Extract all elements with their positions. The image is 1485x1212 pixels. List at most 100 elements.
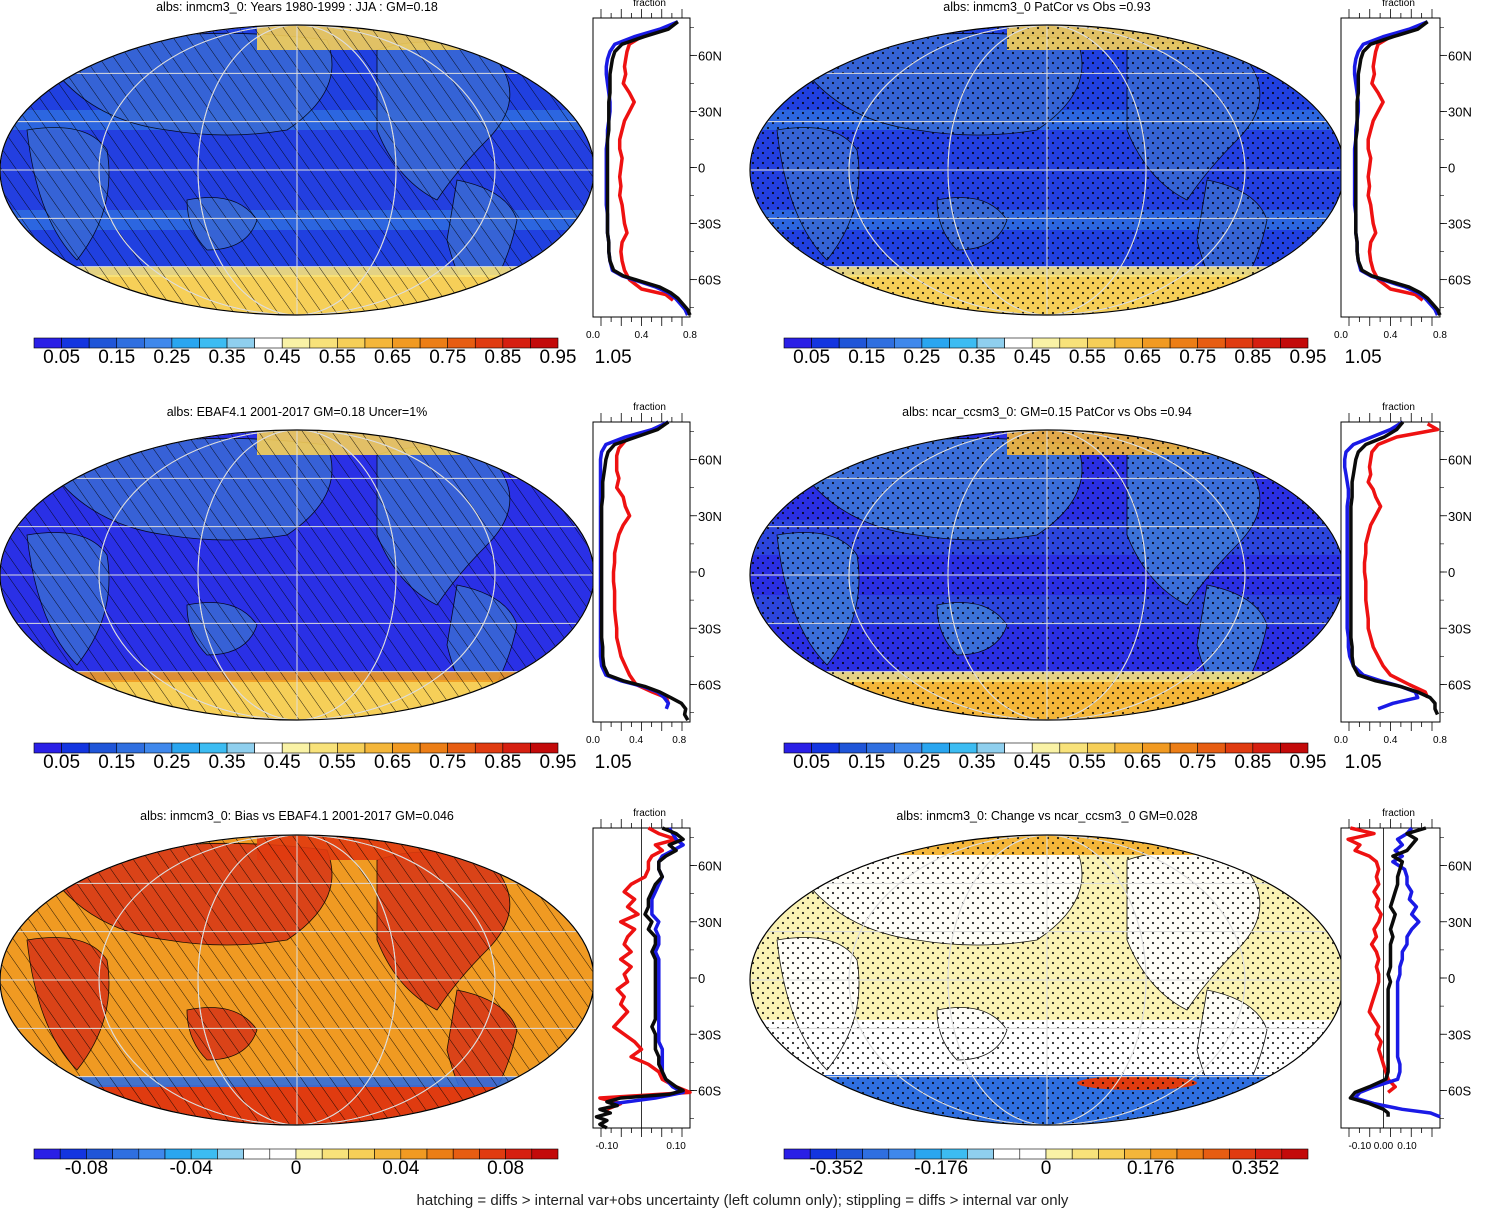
colorbar-swatch [348, 1148, 375, 1160]
panel-title: albs: EBAF4.1 2001-2017 GM=0.18 Uncer=1% [167, 405, 428, 419]
panel-bias: albs: inmcm3_0: Bias vs EBAF4.1 2001-201… [0, 808, 722, 1179]
map-meridian [947, 430, 1147, 720]
colorbar-label: 0.75 [429, 752, 466, 773]
colorbar-swatch [862, 1148, 890, 1160]
profile-y-tick-label: 30S [1448, 1027, 1471, 1042]
panel-change: albs: inmcm3_0: Change vs ncar_ccsm3_0 G… [749, 808, 1472, 1179]
colorbar-label: 0.95 [1290, 752, 1327, 773]
panel-title: albs: inmcm3_0: Years 1980-1999 : JJA : … [156, 0, 438, 14]
colorbar-label: 0.95 [540, 752, 577, 773]
colorbar-label: 1.05 [1345, 347, 1382, 368]
profile-top-label: fraction [1382, 402, 1415, 413]
map-meridian [98, 25, 496, 315]
colorbar-swatch [1281, 1148, 1309, 1160]
colorbar-label: 0.25 [153, 347, 190, 368]
colorbar-label: 0.45 [1014, 347, 1051, 368]
colorbar-label: 0.85 [1234, 752, 1271, 773]
colorbar-swatch [530, 337, 559, 349]
colorbar-swatch [426, 1148, 454, 1160]
profile-line-reference [617, 27, 675, 302]
colorbar-label: 0.35 [959, 347, 996, 368]
colorbar-swatch [33, 1148, 61, 1160]
map-meridian [848, 25, 1246, 315]
profile-line-model [1354, 20, 1442, 316]
profile-x-tick-label: 0.0 [586, 735, 600, 746]
profile-line-model [599, 420, 690, 721]
profile-obs: fraction 0.0 0.4 0.8 60N 30N 0 30S 60S [586, 402, 722, 746]
colorbar-label: 0.05 [793, 752, 830, 773]
colorbar-label: 0.05 [43, 347, 80, 368]
profile-change: fraction -0.10 0.00 0.10 60N 30N 0 30S 60S [1340, 808, 1472, 1152]
colorbar-label: 0.176 [1127, 1158, 1175, 1179]
colorbar-swatch [112, 1148, 140, 1160]
profile-y-tick-label: 30S [698, 1027, 721, 1042]
colorbar-label: 0.08 [487, 1158, 524, 1179]
profile-y-tick-label: 0 [1448, 161, 1455, 176]
map-meridian [197, 430, 397, 720]
colorbar-label: 0.45 [1014, 752, 1051, 773]
colorbar-label: 1.05 [1345, 752, 1382, 773]
profile-x-tick-label: 0.4 [629, 735, 643, 746]
colorbar-label: 0.85 [484, 347, 521, 368]
colorbar-label: 0.75 [1179, 347, 1216, 368]
panel-obs: albs: EBAF4.1 2001-2017 GM=0.18 Uncer=1%… [0, 402, 722, 773]
profile-top-label: fraction [633, 402, 666, 413]
profile-x-tick-label: 0.4 [635, 330, 649, 341]
map-obs [0, 430, 594, 720]
map-meridian [197, 835, 397, 1125]
map-meridian [98, 835, 496, 1125]
profile-y-tick-label: 60N [1448, 859, 1472, 874]
colorbar-label: 0.75 [429, 347, 466, 368]
profile-y-tick-label: 60N [698, 48, 722, 63]
colorbar-label: 0.65 [374, 347, 411, 368]
profile-y-tick-label: 30S [1448, 217, 1471, 232]
map-meridian [947, 835, 1147, 1125]
colorbar-label: 0.15 [98, 347, 135, 368]
profile-x-tick-label: 0.8 [1433, 330, 1447, 341]
map-meridian [98, 430, 496, 720]
profile-model: fraction 0.0 0.4 0.8 60N 30N 0 30S 60S [586, 0, 722, 341]
profile-line-model [1349, 420, 1440, 716]
profile-x-tick-label: 0.8 [672, 735, 686, 746]
profile-x-tick-label: -0.10 [595, 1141, 618, 1152]
profile-x-tick-label: 0.4 [1384, 330, 1398, 341]
colorbar-label: 0.55 [319, 752, 356, 773]
colorbar-label: 0.85 [484, 752, 521, 773]
profile-y-tick-label: 0 [1448, 565, 1455, 580]
panel-title: albs: inmcm3_0: Bias vs EBAF4.1 2001-201… [140, 809, 454, 823]
profile-line-reference [611, 424, 671, 704]
colorbar-label: 0.65 [1124, 347, 1161, 368]
panel-ref: albs: ncar_ccsm3_0: GM=0.15 PatCor vs Ob… [749, 402, 1472, 773]
map-meridian [848, 430, 1246, 720]
colorbar-label: 0.75 [1179, 752, 1216, 773]
profile-x-tick-label: 0.4 [1384, 735, 1398, 746]
colorbar-label: 0.25 [903, 347, 940, 368]
colorbar-label: 0.55 [1069, 752, 1106, 773]
map-change [750, 835, 1344, 1125]
colorbar-swatch [138, 1148, 166, 1160]
profile-y-tick-label: 60S [698, 1084, 721, 1099]
colorbar-label: 0.04 [382, 1158, 419, 1179]
colorbar: 0.05 0.15 0.25 0.35 0.45 0.55 0.65 0.75 0.85 0.95… [33, 337, 632, 368]
colorbar-label: 0.352 [1232, 1158, 1280, 1179]
colorbar-label: 0.95 [1290, 347, 1327, 368]
profile-x-tick-label: 0.10 [666, 1141, 686, 1152]
profile-top-label: fraction [633, 808, 666, 819]
map-model [0, 25, 594, 315]
profile-x-tick-label: 0.8 [1433, 735, 1447, 746]
profile-x-tick-label: 0.10 [1397, 1141, 1417, 1152]
profile-y-tick-label: 30N [1448, 104, 1472, 119]
map-meridian [848, 835, 1246, 1125]
colorbar-label: 0.15 [98, 752, 135, 773]
colorbar: 0.05 0.15 0.25 0.35 0.45 0.55 0.65 0.75 0.85 0.95… [783, 337, 1382, 368]
colorbar-label: 0.05 [43, 752, 80, 773]
colorbar-label: 0.05 [793, 347, 830, 368]
colorbar-label: 0.55 [319, 347, 356, 368]
colorbar-label: 0.85 [1234, 347, 1271, 368]
colorbar-swatch [452, 1148, 480, 1160]
colorbar: -0.352 -0.176 0 0.176 0.352 [783, 1148, 1309, 1179]
profile-x-tick-label: 0.00 [1374, 1141, 1394, 1152]
colorbar-swatch [1280, 337, 1309, 349]
colorbar-swatch [530, 742, 559, 754]
profile-y-tick-label: 60S [698, 273, 721, 288]
